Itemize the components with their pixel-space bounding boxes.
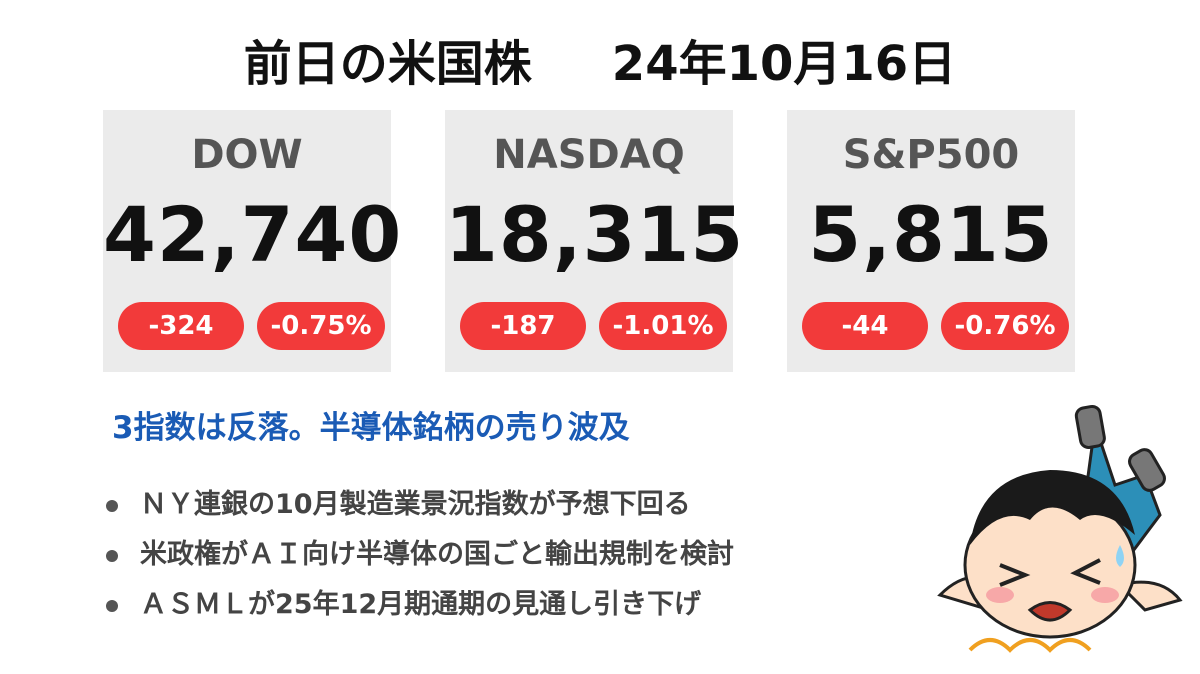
bullet: 米政権がＡＩ向け半導体の国ごと輸出規制を検討 — [100, 534, 734, 584]
change: -324 — [118, 302, 244, 350]
index-name: NASDAQ — [493, 132, 685, 178]
bullet-list: ＮＹ連銀の10月製造業景況指数が予想下回る 米政権がＡＩ向け半導体の国ごと輸出規… — [100, 484, 734, 634]
card: S&P500 5,815 -44 -0.76% — [787, 110, 1075, 372]
percent: -1.01% — [599, 302, 727, 350]
change: -187 — [460, 302, 586, 350]
index-value: 42,740 — [103, 190, 403, 279]
percent: -0.76% — [941, 302, 1069, 350]
bullet: ＮＹ連銀の10月製造業景況指数が予想下回る — [100, 484, 734, 534]
title-text: 前日の米国株 — [243, 36, 532, 92]
change: -44 — [802, 302, 928, 350]
index-value: 5,815 — [808, 190, 1054, 279]
title: 前日の米国株 24年10月16日 — [0, 24, 1200, 94]
illustration — [937, 404, 1183, 653]
date: 24年10月16日 — [611, 36, 957, 92]
bullet: ＡＳＭＬが25年12月期通期の見通し引き下げ — [100, 584, 734, 634]
index-value: 18,315 — [445, 190, 745, 279]
card: DOW 42,740 -324 -0.75% — [103, 110, 403, 372]
headline: 3指数は反落。半導体銘柄の売り波及 — [112, 410, 630, 446]
card: NASDAQ 18,315 -187 -1.01% — [445, 110, 745, 372]
index-name: S&P500 — [842, 132, 1020, 178]
percent: -0.75% — [257, 302, 385, 350]
index-name: DOW — [191, 132, 303, 178]
